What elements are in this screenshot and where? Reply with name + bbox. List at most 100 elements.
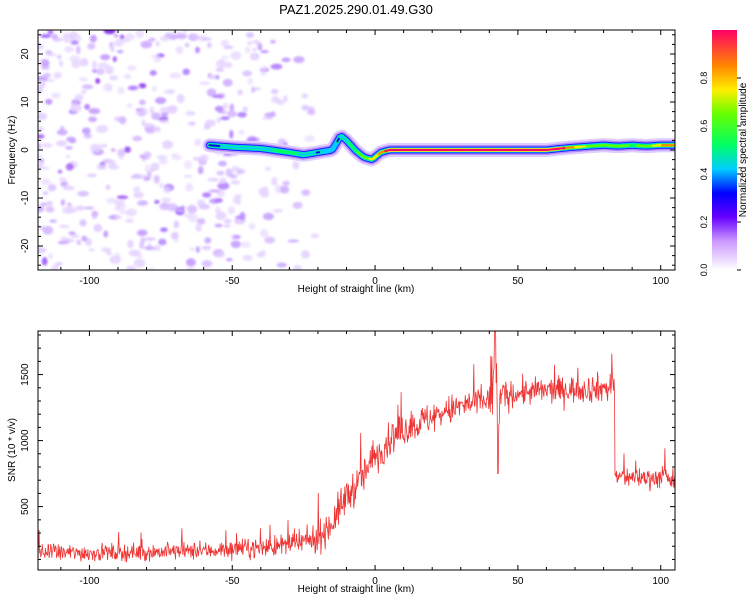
spectrogram-noise-blob <box>88 248 95 251</box>
spectrogram-noise-blob <box>87 173 97 177</box>
spectrogram-noise-blob <box>158 239 166 246</box>
spectrogram-noise-blob <box>114 204 121 212</box>
spectrogram-noise-blob <box>154 200 159 204</box>
spectrogram-noise-blob <box>293 265 302 273</box>
spectrogram-noise-blob <box>65 146 73 149</box>
spectrogram-noise-blob <box>231 51 242 60</box>
spectrogram-noise-blob <box>43 73 51 78</box>
spectrogram-noise-blob <box>66 155 70 158</box>
spectrogram-noise-blob <box>261 66 267 70</box>
spectrogram-noise-blob <box>176 33 187 39</box>
spectrogram-noise-blob <box>79 77 89 81</box>
spectrogram-noise-blob <box>196 246 200 253</box>
spectrogram-noise-blob <box>85 206 94 209</box>
spectrogram-noise-blob <box>161 198 171 203</box>
spectrogram-noise-blob <box>101 247 111 252</box>
spectrogram-noise-blob <box>245 47 251 53</box>
spectrogram-noise-blob <box>40 80 45 88</box>
spectrogram-noise-blob <box>248 223 255 230</box>
spectrogram-noise-blob <box>263 213 274 220</box>
spectrogram-noise-blob <box>106 198 117 204</box>
spectrogram-noise-blob <box>88 116 97 122</box>
spectrogram-noise-blob <box>39 161 45 165</box>
spectrogram-noise-blob <box>238 129 245 135</box>
spectrogram-noise-blob <box>176 46 184 54</box>
spectrogram-noise-blob <box>260 250 266 254</box>
spectrogram-noise-blob <box>223 79 233 87</box>
spectrogram-y-tick-label: 20 <box>20 48 31 60</box>
spectrogram-noise-blob <box>57 129 68 135</box>
snr-x-tick-label: 50 <box>512 576 524 587</box>
spectrogram-noise-blob <box>137 200 148 206</box>
spectrogram-noise-blob <box>215 224 223 228</box>
spectrogram-noise-blob <box>207 178 219 182</box>
spectrogram-noise-blob <box>75 94 84 101</box>
spectrogram-noise-blob <box>167 105 178 114</box>
spectrogram-noise-blob <box>257 41 261 49</box>
snr-x-tick-label: -50 <box>225 576 240 587</box>
spectrogram-noise-blob <box>118 87 125 94</box>
spectrogram-noise-blob <box>183 214 194 218</box>
spectrogram-noise-blob <box>56 140 67 146</box>
spectrogram-noise-blob <box>228 206 235 214</box>
spectrogram-noise-blob <box>151 55 162 58</box>
spectrogram-noise-blob <box>172 155 183 160</box>
spectrogram-noise-blob <box>45 206 54 212</box>
spectrogram-noise-blob <box>311 233 319 238</box>
spectrogram-noise-blob <box>108 165 119 170</box>
spectrogram-noise-blob <box>48 253 53 259</box>
spectrogram-noise-blob <box>202 246 212 251</box>
spectrogram-x-tick-label: -50 <box>225 276 240 287</box>
spectrogram-noise-blob <box>163 186 171 193</box>
spectrogram-noise-blob <box>152 86 157 92</box>
spectrogram-noise-blob <box>96 69 104 75</box>
spectrogram-noise-blob <box>100 54 110 60</box>
spectrogram-noise-blob <box>301 189 310 196</box>
spectrogram-noise-blob <box>223 224 231 227</box>
spectrogram-noise-blob <box>216 117 221 123</box>
spectrogram-noise-blob <box>237 89 243 95</box>
spectrogram-noise-blob <box>237 112 247 118</box>
colorbar-tick-label: 0.6 <box>699 120 709 133</box>
spectrogram-noise-blob <box>118 156 124 159</box>
spectrogram-noise-blob <box>80 58 88 66</box>
spectrogram-x-tick-label: 100 <box>652 276 669 287</box>
spectrogram-noise-blob <box>34 154 42 158</box>
spectrogram-noise-blob <box>185 43 190 47</box>
spectrogram-noise-blob <box>48 184 57 191</box>
spectrogram-noise-blob <box>185 183 193 191</box>
spectrogram-noise-blob <box>187 205 197 214</box>
spectrogram-noise-blob <box>82 128 91 135</box>
spectrogram-noise-blob <box>111 148 116 152</box>
spectrogram-noise-blob <box>133 187 140 192</box>
spectrogram-noise-blob <box>198 166 204 174</box>
spectrogram-noise-blob <box>273 209 283 213</box>
snr-x-label: Height of straight line (km) <box>298 584 415 595</box>
spectrogram-noise-blob <box>177 94 185 103</box>
spectrogram-noise-blob <box>215 75 219 80</box>
spectrogram-noise-blob <box>61 199 65 206</box>
colorbar-gradient <box>712 30 737 270</box>
spectrogram-noise-blob <box>232 166 239 172</box>
spectrogram-noise-blob <box>119 116 126 124</box>
spectrogram-noise-blob <box>48 201 53 206</box>
spectrogram-noise-blob <box>137 229 148 236</box>
colorbar-tick-label: 0.8 <box>699 72 709 85</box>
spectrogram-noise-blob <box>45 50 52 54</box>
snr-y-tick-label: 500 <box>20 498 31 515</box>
spectrogram-noise-blob <box>103 230 108 237</box>
spectrogram-noise-blob <box>147 170 151 179</box>
spectrogram-noise-blob <box>96 125 108 133</box>
spectrogram-x-tick-label: 50 <box>512 276 524 287</box>
spectrogram-noise-blob <box>240 242 251 248</box>
spectrogram-noise-blob <box>90 35 97 43</box>
spectrogram-noise-blob <box>202 260 213 267</box>
spectrogram-noise-blob <box>247 40 252 45</box>
spectrogram-noise-blob <box>205 120 216 127</box>
spectrogram-noise-blob <box>150 163 160 171</box>
spectrogram-noise-blob <box>126 266 136 273</box>
spectrogram-noise-blob <box>155 97 166 104</box>
spectrogram-noise-blob <box>81 90 87 94</box>
